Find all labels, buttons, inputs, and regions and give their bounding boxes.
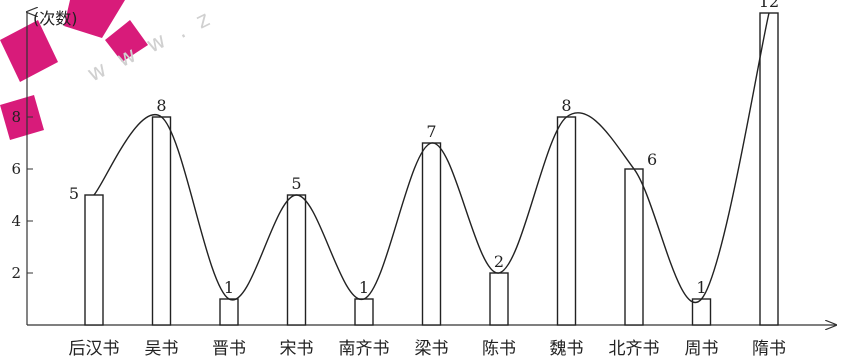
value-labels: 5 8 1 5 1 7 2 8 6 1 12 (69, 0, 779, 297)
data-label: 8 (561, 96, 571, 115)
x-category-label: 后汉书 (69, 339, 120, 359)
data-label: 2 (494, 252, 504, 271)
bars (84, 12, 779, 326)
data-label: 12 (759, 0, 779, 11)
x-category-label: 晋书 (212, 339, 246, 359)
bar (151, 116, 172, 326)
x-category-label: 梁书 (415, 339, 449, 359)
data-label: 5 (69, 184, 79, 203)
trend-curve (93, 12, 770, 303)
bar (354, 298, 374, 326)
x-category-label: 隋书 (752, 339, 786, 359)
data-label: 1 (224, 278, 234, 297)
y-tick-label: 6 (11, 160, 21, 178)
data-label: 1 (359, 278, 369, 297)
x-category-label: 北齐书 (609, 339, 660, 359)
data-label: 8 (156, 96, 166, 115)
category-labels: 后汉书 吴书 晋书 宋书 南齐书 梁书 陈书 魏书 北齐书 周书 隋书 (69, 339, 787, 359)
watermark-logo-icon (0, 0, 148, 140)
x-category-label: 魏书 (550, 339, 584, 359)
data-label: 7 (426, 122, 436, 141)
y-ticks: 2 4 6 8 (11, 108, 33, 282)
x-category-label: 吴书 (145, 339, 179, 359)
x-category-label: 宋书 (280, 339, 314, 359)
bar (286, 194, 307, 326)
bar (759, 12, 779, 326)
bar (421, 142, 442, 326)
data-label: 5 (291, 174, 301, 193)
bar (84, 194, 104, 326)
y-tick-label: 4 (11, 212, 21, 230)
x-category-label: 南齐书 (339, 339, 390, 359)
y-axis-label: (次数) (33, 9, 78, 28)
x-category-label: 陈书 (482, 339, 516, 359)
bar (219, 298, 239, 326)
data-label: 6 (647, 150, 657, 169)
y-tick-label: 8 (11, 108, 21, 126)
bar (489, 272, 509, 326)
bar (624, 168, 644, 326)
bar (556, 116, 577, 326)
data-label: 1 (696, 278, 706, 297)
y-tick-label: 2 (11, 264, 21, 282)
x-category-label: 周书 (685, 339, 719, 359)
